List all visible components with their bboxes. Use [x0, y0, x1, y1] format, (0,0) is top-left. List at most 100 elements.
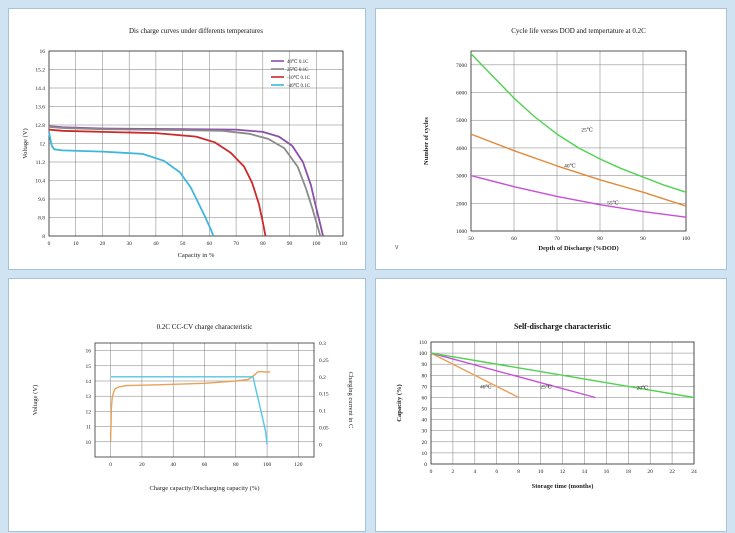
x-axis-label: Depth of Discharge (%DOD) — [538, 245, 618, 252]
x-tick-label: 4 — [473, 469, 476, 475]
y-tick-label: 10 — [422, 451, 428, 457]
y-tick-label: 8 — [42, 234, 45, 240]
cycle-life-chart-panel: Cycle life verses DOD and tempertature a… — [375, 8, 727, 270]
charge-svg: 0.2C CC-CV charge characteristic 0 20 40 60 8… — [32, 323, 354, 492]
x-tick-label: 24 — [691, 469, 697, 475]
y-tick-label: 1000 — [456, 229, 467, 235]
y2-tick-label: 0.25 — [319, 358, 329, 364]
y2-tick-label: 0.05 — [319, 425, 329, 431]
y-tick-label: 50 — [422, 407, 428, 413]
series-line-2 — [430, 352, 695, 399]
x-tick-label: 14 — [582, 469, 588, 475]
y-tick-label: 11.2 — [36, 160, 46, 166]
y-tick-label: 20 — [422, 440, 428, 446]
x-tick-label: 18 — [626, 469, 632, 475]
x-tick-label: 120 — [294, 462, 303, 468]
y-tick-label: 15.2 — [35, 68, 45, 74]
x-tick-label: 2 — [452, 469, 455, 475]
chart-title: Dis charge curves under differents tempe… — [129, 27, 263, 35]
series-annotation-2: 55℃ — [607, 200, 619, 207]
y-tick-label: 7000 — [456, 63, 467, 69]
series-line-2 — [48, 128, 267, 237]
chart-title: 0.2C CC-CV charge characteristic — [157, 323, 253, 331]
y2-tick-label: 0.2 — [319, 375, 326, 381]
series-annotation-1: 40℃ — [564, 162, 576, 169]
x-tick-label: 100 — [682, 236, 691, 242]
y-tick-label: 70 — [422, 384, 428, 390]
x-tick-label: 6 — [495, 469, 498, 475]
x-tick-label: 10 — [538, 469, 544, 475]
legend-label-1: 25℃ 0.1C — [287, 67, 309, 73]
x-tick-label: 40 — [153, 241, 159, 247]
series-line-3 — [48, 131, 215, 237]
series-line-0 — [109, 370, 271, 442]
x-tick-label: 0 — [430, 469, 433, 475]
discharge-svg: Dis charge curves under differents tempe… — [22, 27, 347, 259]
gridlines — [95, 343, 314, 457]
series-annotation-0: 25℃ — [581, 126, 593, 133]
y-tick-label: 3000 — [456, 174, 467, 180]
y-tick-label: 13 — [86, 394, 92, 400]
x-tick-label: 90 — [640, 236, 646, 242]
x-tick-label: 40 — [170, 462, 176, 468]
y-tick-label: 80 — [422, 373, 428, 379]
y-axis-label: Voltage (V) — [32, 385, 39, 415]
series-annotation-0: 40℃ — [480, 384, 492, 391]
y-tick-label: 30 — [422, 429, 428, 435]
x-axis-label: Storage time (months) — [532, 483, 594, 490]
x-tick-label: 20 — [139, 462, 145, 468]
x-tick-label: 10 — [73, 241, 79, 247]
x-tick-label: 80 — [597, 236, 603, 242]
y2-tick-label: 0.15 — [319, 392, 329, 398]
y-tick-label: 0 — [424, 462, 427, 468]
y-tick-label: 6000 — [456, 91, 467, 97]
x-tick-label: 22 — [669, 469, 675, 475]
legend-label-3: -40℃ 0.1C — [287, 83, 311, 89]
x-tick-label: 16 — [604, 469, 610, 475]
y2-tick-label: 0.1 — [319, 409, 326, 415]
y2-axis-label: Charging current in C — [347, 372, 354, 429]
series-annotation-1: 25℃ — [540, 384, 552, 391]
y-tick-label: 5000 — [456, 118, 467, 124]
stray-mark: v — [395, 244, 399, 251]
y2-tick-label: 0 — [319, 442, 322, 448]
x-axis-label: Capacity in % — [178, 252, 215, 259]
plot-frame — [430, 341, 695, 465]
y-tick-label: 14.4 — [35, 86, 45, 92]
y-tick-label: 11 — [86, 425, 92, 431]
x-tick-label: 70 — [233, 241, 239, 247]
series-line-1 — [430, 352, 596, 399]
x-tick-label: 80 — [260, 241, 266, 247]
y-tick-label: 13.6 — [35, 105, 45, 111]
series-line-2 — [470, 174, 687, 218]
y-tick-label: 12.8 — [35, 123, 45, 129]
legend-label-2: -10℃ 0.1C — [287, 75, 311, 81]
y-tick-label: 40 — [422, 418, 428, 424]
x-tick-label: 60 — [207, 241, 213, 247]
legend: 40℃ 0.1C 25℃ 0.1C -10℃ 0.1C -40℃ 0.1C — [271, 59, 311, 89]
series-line-1 — [48, 125, 322, 237]
x-tick-label: 20 — [100, 241, 106, 247]
y-axis-label: Voltage (V) — [22, 128, 29, 158]
y-tick-label: 8.8 — [38, 216, 45, 222]
x-axis-label: Charge capacity/Discharging capacity (%) — [149, 485, 259, 492]
self-discharge-chart-panel: Self-discharge characteristic 0 2 4 6 8 10 12 14… — [375, 278, 727, 532]
y-tick-label: 12 — [86, 409, 92, 415]
y-tick-label: 4000 — [456, 146, 467, 152]
y-tick-label: 10.4 — [35, 179, 45, 185]
series-annotation-2: 20℃ — [637, 385, 649, 392]
y-tick-label: 12 — [40, 142, 46, 148]
x-tick-label: 50 — [468, 236, 474, 242]
y-tick-label: 16 — [86, 349, 92, 355]
x-tick-label: 90 — [287, 241, 293, 247]
chart-title: Cycle life verses DOD and tempertature a… — [511, 27, 646, 35]
x-tick-label: 0 — [109, 462, 112, 468]
chart-title: Self-discharge characteristic — [514, 322, 612, 331]
y-axis-label: Number of cycles — [423, 117, 430, 165]
gridlines — [470, 51, 687, 232]
y-tick-label: 60 — [422, 395, 428, 401]
y-tick-label: 15 — [86, 364, 92, 370]
x-tick-label: 12 — [560, 469, 566, 475]
x-tick-label: 60 — [202, 462, 208, 468]
y-tick-label: 2000 — [456, 201, 467, 207]
